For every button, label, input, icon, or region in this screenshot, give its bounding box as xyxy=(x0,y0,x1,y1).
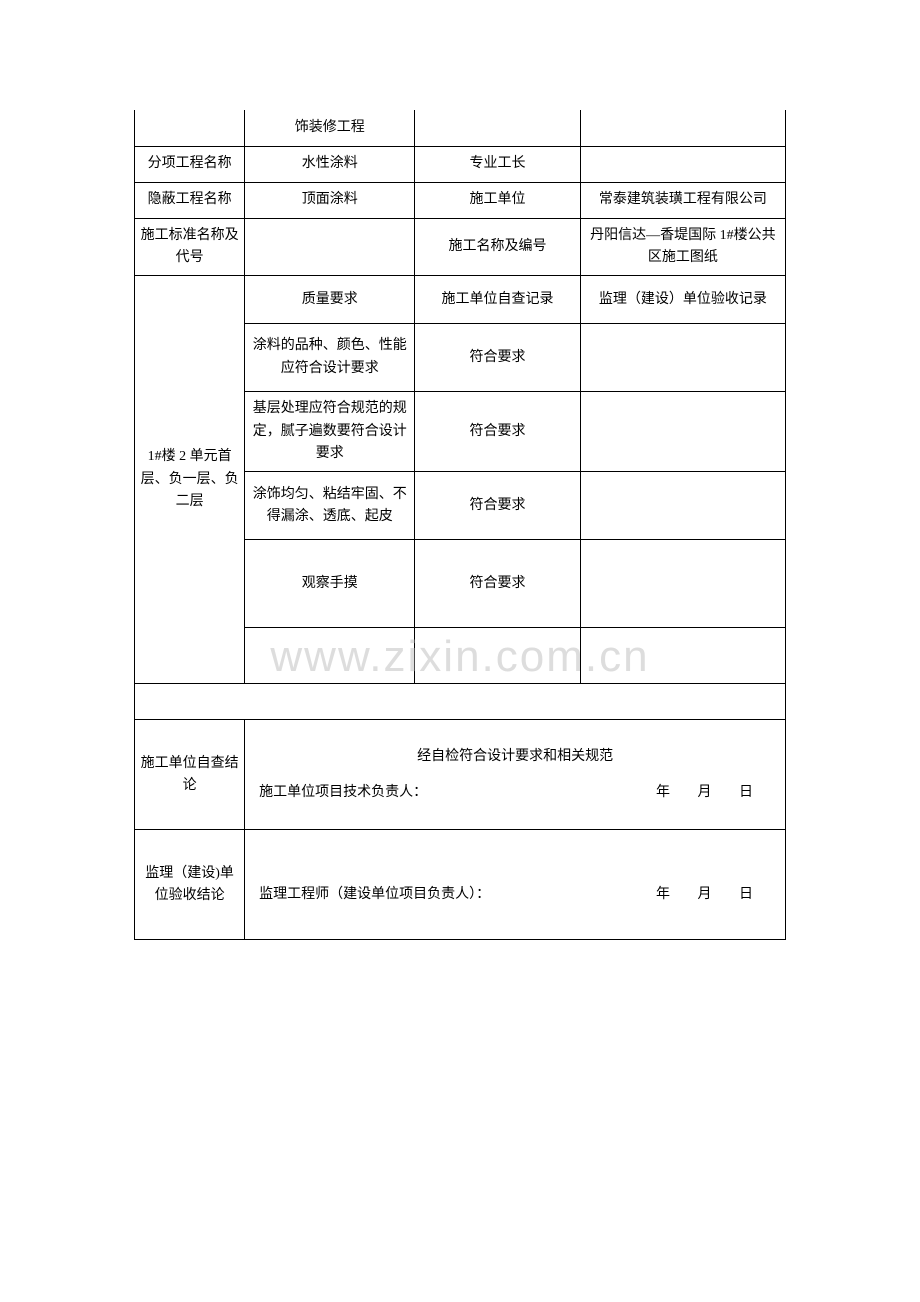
supervisor-date: 年 月 日 xyxy=(656,884,771,906)
selfcheck-conclusion-cell: 经自检符合设计要求和相关规范 施工单位项目技术负责人： 年 月 日 xyxy=(245,720,786,830)
inspection-form-table: 饰装修工程 分项工程名称 水性涂料 专业工长 隐蔽工程名称 顶面涂料 施工单位 … xyxy=(134,110,786,940)
supervisor-4 xyxy=(580,540,785,628)
selfcheck-conclusion-text: 经自检符合设计要求和相关规范 xyxy=(259,746,771,768)
header-selfcheck: 施工单位自查记录 xyxy=(415,276,580,324)
value-standard-name xyxy=(245,218,415,276)
label-subitem-name: 分项工程名称 xyxy=(135,146,245,182)
spacer-row xyxy=(135,684,786,720)
result-3: 符合要求 xyxy=(415,472,580,540)
label-supervisor-conclusion: 监理（建设)单位验收结论 xyxy=(135,830,245,940)
value-construction-unit: 常泰建筑装璜工程有限公司 xyxy=(580,182,785,218)
label-construction-name: 施工名称及编号 xyxy=(415,218,580,276)
result-2: 符合要求 xyxy=(415,392,580,472)
result-4: 符合要求 xyxy=(415,540,580,628)
req-3: 涂饰均匀、粘结牢固、不得漏涂、透底、起皮 xyxy=(245,472,415,540)
label-standard-name: 施工标准名称及代号 xyxy=(135,218,245,276)
label-hidden-project: 隐蔽工程名称 xyxy=(135,182,245,218)
label-foreman: 专业工长 xyxy=(415,146,580,182)
cell-r0c1 xyxy=(135,110,245,146)
supervisor-2 xyxy=(580,392,785,472)
value-foreman xyxy=(580,146,785,182)
supervisor-empty xyxy=(580,628,785,684)
label-selfcheck-conclusion: 施工单位自查结论 xyxy=(135,720,245,830)
supervisor-signer-label: 监理工程师（建设单位项目负责人）： xyxy=(259,884,656,906)
value-subitem-name: 水性涂料 xyxy=(245,146,415,182)
req-2: 基层处理应符合规范的规定，腻子遍数要符合设计要求 xyxy=(245,392,415,472)
value-construction-name: 丹阳信达—香堤国际 1#楼公共区施工图纸 xyxy=(580,218,785,276)
supervisor-1 xyxy=(580,324,785,392)
req-1: 涂料的品种、颜色、性能应符合设计要求 xyxy=(245,324,415,392)
selfcheck-date: 年 月 日 xyxy=(656,782,771,804)
result-1: 符合要求 xyxy=(415,324,580,392)
location-cell: 1#楼 2 单元首层、负一层、负二层 xyxy=(135,276,245,684)
supervisor-conclusion-cell: 监理工程师（建设单位项目负责人）： 年 月 日 xyxy=(245,830,786,940)
header-quality: 质量要求 xyxy=(245,276,415,324)
req-empty xyxy=(245,628,415,684)
cell-r0c3 xyxy=(415,110,580,146)
label-construction-unit: 施工单位 xyxy=(415,182,580,218)
cell-r0c2: 饰装修工程 xyxy=(245,110,415,146)
req-4: 观察手摸 xyxy=(245,540,415,628)
value-hidden-project: 顶面涂料 xyxy=(245,182,415,218)
result-empty xyxy=(415,628,580,684)
cell-r0c4 xyxy=(580,110,785,146)
selfcheck-signer-label: 施工单位项目技术负责人： xyxy=(259,782,656,804)
header-supervisor: 监理（建设）单位验收记录 xyxy=(580,276,785,324)
supervisor-3 xyxy=(580,472,785,540)
